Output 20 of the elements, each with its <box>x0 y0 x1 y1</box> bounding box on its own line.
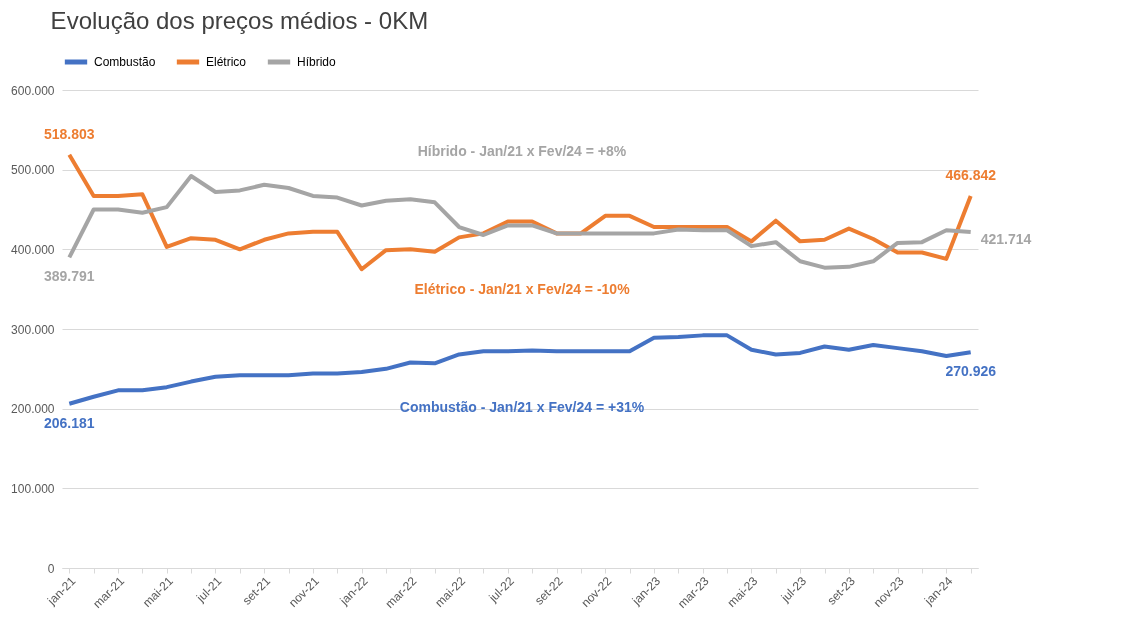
y-tick-label: 500.000 <box>11 163 55 178</box>
chart-title: Evolução dos preços médios - 0KM <box>50 7 429 34</box>
data-label: 518.803 <box>44 125 95 142</box>
y-tick-label: 600.000 <box>11 83 55 98</box>
y-tick-label: 200.000 <box>11 402 55 417</box>
annotation: Híbrido - Jan/21 x Fev/24 = +8% <box>417 143 627 159</box>
data-label: 421.714 <box>980 231 1032 248</box>
y-tick-label: 100.000 <box>11 481 55 496</box>
data-label: 270.926 <box>945 363 997 380</box>
legend-label: Elétrico <box>206 55 247 69</box>
annotation: Elétrico - Jan/21 x Fev/24 = -10% <box>414 281 631 297</box>
data-label: 389.791 <box>44 268 95 285</box>
legend-label: Híbrido <box>297 55 337 69</box>
data-label: 206.181 <box>44 414 95 431</box>
legend-label: Combustão <box>94 55 156 69</box>
y-tick-label: 300.000 <box>11 322 55 337</box>
y-tick-label: 400.000 <box>11 242 55 257</box>
annotation: Combustão - Jan/21 x Fev/24 = +31% <box>399 399 645 415</box>
y-tick-label: 0 <box>47 561 55 576</box>
data-label: 466.842 <box>945 167 997 184</box>
